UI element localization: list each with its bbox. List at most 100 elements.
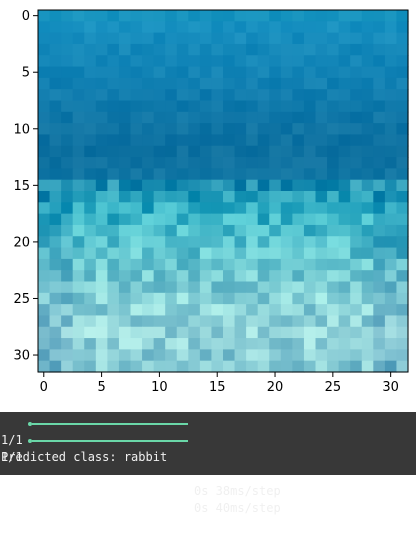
x-tick-label: 10 bbox=[151, 380, 168, 395]
heatmap-cell bbox=[211, 247, 224, 260]
heatmap-cell bbox=[107, 202, 120, 215]
heatmap-cell bbox=[257, 304, 270, 317]
heatmap-cell bbox=[118, 179, 132, 192]
heatmap-cell bbox=[246, 145, 259, 158]
heatmap-cell bbox=[350, 134, 363, 147]
heatmap-cell bbox=[142, 213, 155, 226]
heatmap-cell bbox=[84, 157, 97, 169]
heatmap-cell bbox=[350, 55, 363, 68]
heatmap-cell bbox=[303, 100, 317, 113]
heatmap-cell bbox=[95, 304, 108, 317]
heatmap-cell bbox=[107, 100, 120, 113]
heatmap-cell bbox=[95, 191, 108, 203]
heatmap-cell bbox=[327, 179, 340, 192]
heatmap-cell bbox=[223, 326, 236, 339]
heatmap-cell bbox=[303, 326, 317, 339]
heatmap-cell bbox=[165, 191, 178, 203]
heatmap-cell bbox=[72, 55, 85, 68]
heatmap-cell bbox=[153, 100, 166, 113]
heatmap-cell bbox=[327, 270, 340, 283]
heatmap-cell bbox=[234, 292, 247, 305]
heatmap-cell bbox=[234, 304, 247, 317]
heatmap-cell bbox=[211, 326, 224, 339]
heatmap-cell bbox=[95, 281, 108, 294]
heatmap-cell bbox=[153, 213, 166, 226]
heatmap-cell bbox=[246, 349, 259, 362]
heatmap-cell bbox=[61, 236, 74, 249]
heatmap-cell bbox=[118, 145, 132, 158]
heatmap-cell bbox=[234, 66, 247, 79]
heatmap-cell bbox=[153, 123, 166, 136]
heatmap-cell bbox=[234, 21, 247, 34]
heatmap-cell bbox=[350, 123, 363, 136]
heatmap-cell bbox=[211, 77, 224, 90]
heatmap-cell bbox=[257, 349, 270, 362]
heatmap-cell bbox=[176, 202, 189, 215]
heatmap-cell bbox=[61, 338, 74, 350]
heatmap-cell bbox=[130, 66, 143, 79]
heatmap-cell bbox=[292, 89, 305, 102]
heatmap-cell bbox=[130, 10, 143, 22]
heatmap-cell bbox=[269, 134, 282, 147]
heatmap-cell bbox=[338, 43, 351, 56]
heatmap-cell bbox=[142, 77, 155, 90]
heatmap-cell bbox=[257, 111, 270, 124]
heatmap-cell bbox=[107, 236, 120, 249]
heatmap-cell bbox=[361, 304, 374, 317]
heatmap-cell bbox=[165, 134, 178, 147]
heatmap-cell bbox=[107, 10, 120, 22]
heatmap-cell bbox=[165, 179, 178, 192]
heatmap-cell bbox=[130, 304, 143, 317]
heatmap-cell bbox=[38, 236, 51, 249]
heatmap-cell bbox=[361, 55, 374, 68]
heatmap-cell bbox=[280, 349, 293, 362]
heatmap-cell bbox=[246, 281, 259, 294]
heatmap-cell bbox=[303, 21, 317, 34]
heatmap-cell bbox=[292, 32, 305, 45]
heatmap-cell bbox=[292, 292, 305, 305]
heatmap-cell bbox=[38, 213, 51, 226]
heatmap-cell bbox=[384, 111, 398, 124]
heatmap-cell bbox=[315, 247, 328, 260]
heatmap-cell bbox=[153, 304, 166, 317]
heatmap-cell bbox=[292, 157, 305, 169]
heatmap-cell bbox=[153, 145, 166, 158]
heatmap-cell bbox=[199, 338, 213, 350]
heatmap-cell bbox=[292, 10, 305, 22]
heatmap-cell bbox=[84, 100, 97, 113]
heatmap-cell bbox=[257, 224, 270, 237]
heatmap-cell bbox=[269, 157, 282, 169]
heatmap-cell bbox=[315, 32, 328, 45]
heatmap-cell bbox=[361, 100, 374, 113]
heatmap-cell bbox=[118, 66, 132, 79]
heatmap-cell bbox=[280, 66, 293, 79]
heatmap-cell bbox=[269, 10, 282, 22]
heatmap-cell bbox=[292, 349, 305, 362]
heatmap-cell bbox=[396, 213, 409, 226]
heatmap-cell bbox=[350, 315, 363, 328]
heatmap-cell bbox=[384, 145, 398, 158]
heatmap-cell bbox=[176, 326, 189, 339]
heatmap-cell bbox=[303, 10, 317, 22]
heatmap-cell bbox=[165, 213, 178, 226]
heatmap-cell bbox=[84, 202, 97, 215]
heatmap-cell bbox=[303, 236, 317, 249]
heatmap-cell bbox=[142, 10, 155, 22]
heatmap-cell bbox=[72, 202, 85, 215]
heatmap-cell bbox=[315, 123, 328, 136]
heatmap-cell bbox=[303, 179, 317, 192]
heatmap-cell bbox=[188, 32, 201, 45]
heatmap-cell bbox=[176, 100, 189, 113]
heatmap-cell bbox=[338, 157, 351, 169]
heatmap-cell bbox=[246, 292, 259, 305]
heatmap-cell bbox=[118, 43, 132, 56]
heatmap-cell bbox=[269, 270, 282, 283]
heatmap-cell bbox=[118, 123, 132, 136]
heatmap-cell bbox=[303, 111, 317, 124]
heatmap-cell bbox=[223, 236, 236, 249]
heatmap-cell bbox=[223, 360, 236, 373]
heatmap-cell bbox=[118, 270, 132, 283]
heatmap-cell bbox=[165, 360, 178, 373]
heatmap-cell bbox=[303, 315, 317, 328]
heatmap-cell bbox=[61, 168, 74, 181]
